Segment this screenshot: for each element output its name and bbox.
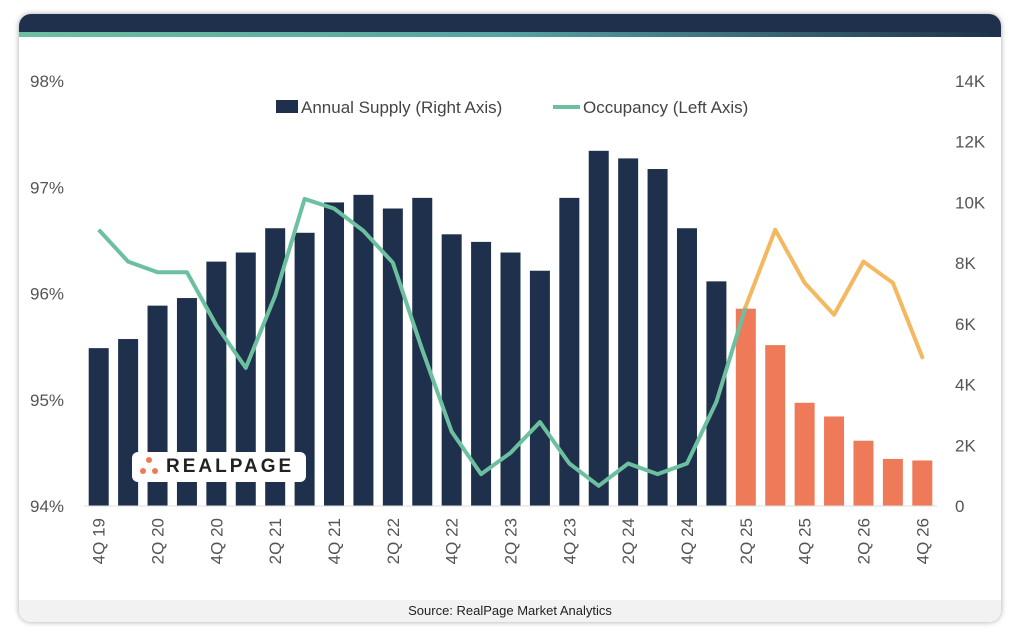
- supply-bar: [500, 252, 521, 506]
- legend-swatch-supply: [276, 100, 298, 113]
- x-tick-label: 4Q 20: [207, 518, 226, 564]
- lines-group: [97, 196, 925, 488]
- y-axis-left: 94% 95% 96% 97% 98%: [30, 72, 64, 516]
- supply-bar: [824, 416, 845, 506]
- supply-bar: [441, 234, 462, 506]
- supply-bar: [471, 241, 492, 506]
- y-left-tick-label: 95%: [30, 391, 64, 410]
- supply-bar: [206, 261, 227, 506]
- supply-bar: [324, 202, 345, 506]
- supply-bar: [765, 345, 786, 506]
- y-right-tick-label: 0: [955, 497, 964, 516]
- logo-text: REALPAGE: [166, 456, 295, 477]
- supply-bar: [618, 158, 639, 507]
- supply-bar: [912, 460, 933, 506]
- supply-bar: [794, 402, 815, 506]
- supply-bar: [235, 252, 256, 506]
- supply-bar: [882, 458, 903, 506]
- x-tick-label: 2Q 25: [737, 518, 756, 564]
- y-right-tick-label: 12K: [955, 133, 986, 152]
- x-tick-label: 2Q 20: [149, 518, 168, 564]
- supply-bar: [353, 194, 374, 506]
- y-left-tick-label: 97%: [30, 178, 64, 197]
- realpage-logo: REALPAGE: [132, 452, 306, 482]
- logo-dot: [146, 457, 152, 463]
- supply-bar: [676, 228, 697, 506]
- supply-bar: [88, 348, 109, 506]
- occupancy-line-forecast: [743, 227, 925, 360]
- logo-dot: [152, 468, 158, 474]
- x-tick-label: 4Q 22: [443, 518, 462, 564]
- x-axis: 4Q 19 2Q 20 4Q 20 2Q 21 4Q 21 2Q 22 4Q 22 2Q 23…: [90, 518, 933, 564]
- legend-label-occupancy: Occupancy (Left Axis): [583, 98, 748, 117]
- legend-label-supply: Annual Supply (Right Axis): [301, 98, 502, 117]
- logo-dot: [140, 468, 146, 474]
- y-axis-right: 0 2K 4K 6K 8K 10K 12K 14K: [955, 72, 986, 516]
- supply-bar: [529, 270, 550, 506]
- x-tick-label: 2Q 26: [854, 518, 873, 564]
- supply-bar: [853, 440, 874, 506]
- supply-bar: [706, 281, 727, 506]
- x-tick-label: 4Q 19: [90, 518, 109, 564]
- supply-bar: [559, 197, 580, 506]
- x-tick-label: 2Q 22: [384, 518, 403, 564]
- supply-bar: [735, 308, 756, 506]
- x-tick-label: 4Q 26: [913, 518, 932, 564]
- x-tick-label: 2Q 24: [619, 518, 638, 564]
- supply-bar: [265, 228, 286, 506]
- x-tick-label: 4Q 23: [560, 518, 579, 564]
- supply-bar: [588, 150, 609, 507]
- source-footer: Source: RealPage Market Analytics: [19, 600, 1001, 622]
- y-right-tick-label: 10K: [955, 193, 986, 212]
- y-right-tick-label: 8K: [955, 254, 976, 273]
- x-tick-label: 4Q 24: [678, 518, 697, 564]
- x-tick-label: 2Q 23: [502, 518, 521, 564]
- x-tick-label: 2Q 21: [266, 518, 285, 564]
- y-left-tick-label: 94%: [30, 497, 64, 516]
- y-right-tick-label: 14K: [955, 72, 986, 91]
- y-left-tick-label: 96%: [30, 285, 64, 304]
- x-tick-label: 4Q 21: [325, 518, 344, 564]
- legend: Annual Supply (Right Axis) Occupancy (Le…: [276, 98, 748, 117]
- y-right-tick-label: 4K: [955, 376, 976, 395]
- y-left-tick-label: 98%: [30, 72, 64, 91]
- bars-group: [84, 150, 937, 507]
- card-accent-stripe: [19, 32, 1001, 37]
- y-right-tick-label: 6K: [955, 315, 976, 334]
- card-header-bar: [19, 14, 1001, 32]
- supply-bar: [647, 169, 668, 507]
- x-tick-label: 4Q 25: [796, 518, 815, 564]
- y-right-tick-label: 2K: [955, 436, 976, 455]
- supply-bar: [294, 232, 315, 507]
- occupancy-line-actual: [97, 196, 748, 488]
